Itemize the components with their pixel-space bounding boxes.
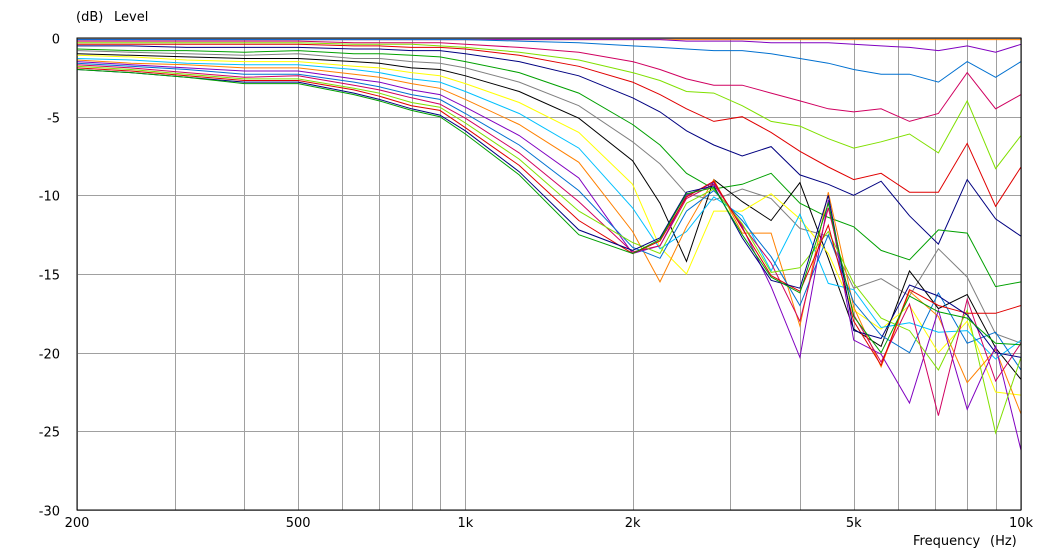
series-line-15 [76, 62, 1022, 371]
y-tick-labels: 0 -5 -10 -15 -20 -25 -30 [39, 33, 60, 520]
x-tick-label: 2k [625, 516, 641, 531]
series-line-13 [76, 59, 1022, 415]
x-tick-label: 200 [65, 516, 90, 531]
series-lines [76, 39, 1022, 451]
y-tick-label: -15 [39, 269, 60, 284]
series-line-5 [77, 42, 1022, 170]
series-line-3 [77, 39, 1022, 83]
y-tick-label: -20 [39, 348, 60, 363]
series-line-19 [76, 69, 1022, 358]
x-axis-title: Frequency [913, 534, 980, 549]
x-tick-label: 500 [286, 516, 311, 531]
series-line-10 [76, 53, 1022, 380]
y-tick-label: -30 [39, 505, 60, 520]
plot-frame [76, 37, 1022, 511]
series-line-11 [76, 54, 1022, 396]
y-tick-label: -25 [39, 426, 60, 441]
x-tick-label: 5k [846, 516, 862, 531]
x-tick-labels: 200 500 1k 2k 5k 10k [65, 516, 1034, 531]
series-line-8 [76, 48, 1022, 288]
x-tick-label: 1k [457, 516, 473, 531]
series-line-7 [77, 45, 1022, 245]
y-tick-label: -10 [39, 190, 60, 205]
y-axis-unit: (dB) [76, 10, 103, 25]
series-line-16 [76, 64, 1022, 416]
y-tick-label: -5 [47, 112, 60, 127]
series-line-9 [76, 50, 1022, 344]
x-axis-unit: (Hz) [990, 534, 1017, 549]
y-axis-title: Level [114, 10, 148, 25]
series-line-6 [77, 43, 1022, 208]
x-tick-label: 10k [1009, 516, 1034, 531]
y-tick-label: 0 [52, 33, 60, 48]
series-line-17 [76, 65, 1022, 435]
series-line-20 [76, 69, 1022, 354]
series-line-4 [77, 40, 1022, 122]
